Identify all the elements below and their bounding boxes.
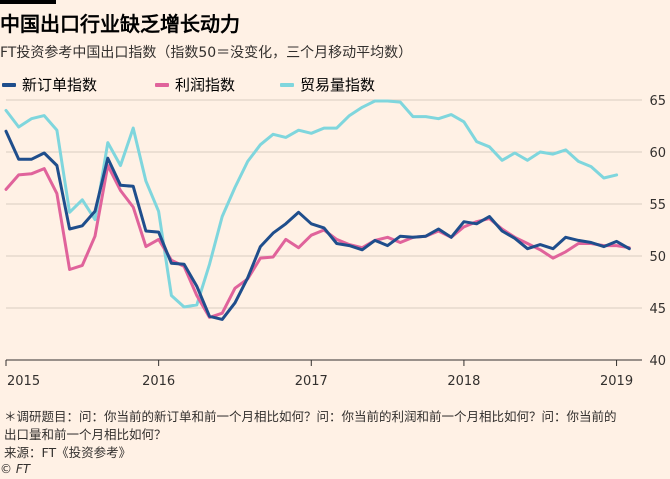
legend-item-trade: 贸易量指数 (280, 74, 375, 95)
legend-item-new-orders: 新订单指数 (2, 74, 97, 95)
legend-swatch-profit (155, 82, 169, 87)
x-tick-label: 2019 (600, 374, 633, 389)
x-tick-label: 2018 (447, 374, 480, 389)
series-lines (4, 99, 631, 321)
axes: 40 45 50 55 60 65 2015 2016 2017 2018 2019 (5, 94, 666, 389)
series-line-profit (4, 164, 631, 319)
chart-subtitle: FT投资参考中国出口指数（指数50＝没变化，三个月移动平均数） (0, 45, 413, 61)
legend-label-profit: 利润指数 (175, 76, 236, 94)
x-tick-label: 2015 (7, 374, 40, 389)
legend-swatch-new-orders (2, 82, 16, 87)
y-tick-label: 50 (649, 250, 666, 265)
series-line-trade (4, 99, 619, 309)
legend-item-profit: 利润指数 (155, 74, 235, 95)
chart-title: 中国出口行业缺乏增长动力 (0, 12, 240, 36)
copyright: © FT (0, 462, 31, 476)
legend: 新订单指数 利润指数 贸易量指数 (0, 74, 660, 94)
legend-swatch-trade (280, 82, 294, 87)
footnote-line-2: 出口量和前一个月相比如何？ (4, 427, 167, 442)
footnote-line-1: ＊调研题目：问：你当前的新订单和前一个月相比如何？问：你当前的利润和前一个月相比… (4, 409, 617, 424)
y-tick-label: 65 (649, 94, 666, 109)
y-tick-label: 60 (649, 146, 666, 161)
series-line-new-orders (4, 129, 631, 321)
x-tick-label: 2016 (142, 374, 175, 389)
x-tick-label: 2017 (295, 374, 328, 389)
source-note: 来源：FT《投资参考》 (4, 445, 132, 460)
y-tick-label: 40 (649, 354, 666, 369)
legend-label-trade: 贸易量指数 (300, 76, 376, 94)
legend-label-new-orders: 新订单指数 (22, 76, 98, 94)
y-tick-label: 55 (649, 198, 666, 213)
chart-plot: 40 45 50 55 60 65 2015 2016 2017 2018 2019 (4, 94, 666, 389)
brand-bar (0, 0, 56, 4)
y-tick-label: 45 (649, 302, 666, 317)
